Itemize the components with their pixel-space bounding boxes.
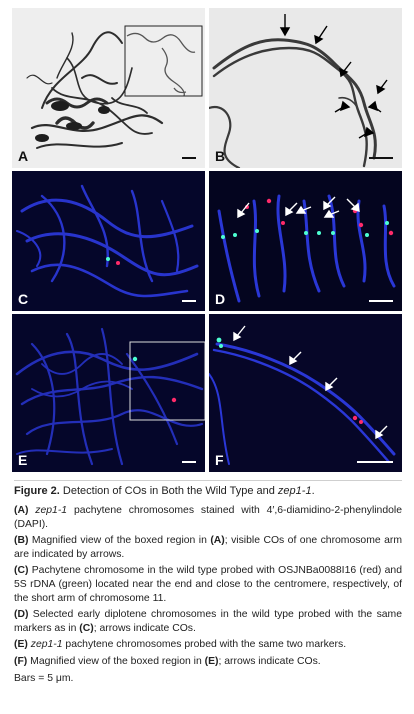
- caption-a: (A) zep1-1 pachytene chromosomes stained…: [14, 504, 402, 531]
- scale-bar-a: [182, 157, 196, 159]
- scale-bar-d: [369, 300, 393, 302]
- caption-ref: (D): [14, 609, 29, 621]
- caption-text: pachytene chromosomes probed with the sa…: [62, 639, 347, 651]
- panel-label-c: C: [18, 291, 29, 307]
- panel-a: A: [12, 8, 205, 168]
- caption-text: ; arrows indicate COs.: [93, 622, 196, 634]
- panel-b-arrows: [279, 14, 388, 139]
- panel-b-image: [209, 8, 402, 168]
- caption-ref: (B): [14, 535, 29, 547]
- scale-bar-e: [182, 461, 196, 463]
- caption-title-italic: zep1-1: [277, 485, 312, 497]
- panel-label-f: F: [215, 452, 224, 468]
- caption-figure-number: Figure 2.: [14, 485, 60, 497]
- caption-text: ; visible COs of one chromosome arm are …: [14, 535, 402, 560]
- panel-e-image: [12, 314, 205, 472]
- caption-text: Magnified view of the boxed region in: [28, 535, 211, 547]
- caption-text: Magnified view of the boxed region in: [27, 655, 205, 667]
- caption-ref: (F): [14, 655, 28, 667]
- scale-bar-c: [182, 300, 196, 302]
- scale-bar-b: [369, 157, 393, 159]
- caption-bars: Bars = 5 μm.: [14, 672, 74, 684]
- caption-ref: (E): [204, 655, 219, 667]
- caption-f: (F) Magnified view of the boxed region i…: [14, 655, 402, 669]
- caption-ref: (E): [14, 639, 28, 651]
- figure-caption: Figure 2. Detection of COs in Both the W…: [14, 484, 402, 688]
- caption-title-end: .: [311, 485, 315, 497]
- caption-ref: (C): [79, 622, 94, 634]
- caption-e: (E) zep1-1 pachytene chromosomes probed …: [14, 638, 402, 652]
- caption-d: (D) Selected early diplotene chromosomes…: [14, 608, 402, 635]
- scale-bar-f: [357, 461, 393, 463]
- panel-d: D: [209, 171, 402, 311]
- caption-ref: (A): [14, 505, 29, 516]
- caption-italic: zep1-1: [27, 639, 63, 651]
- panel-e: E: [12, 314, 205, 472]
- panel-label-d: D: [215, 291, 226, 307]
- panel-label-a: A: [18, 148, 29, 164]
- panel-b: B: [209, 8, 402, 168]
- caption-c: (C) Pachytene chromosome in the wild typ…: [14, 564, 402, 605]
- panel-label-b: B: [215, 148, 226, 164]
- caption-text: Selected early diplotene chromosomes in …: [14, 609, 402, 634]
- caption-ref: (A): [210, 535, 225, 547]
- caption-title: Figure 2. Detection of COs in Both the W…: [14, 484, 402, 498]
- panel-d-image: [209, 171, 402, 311]
- caption-text: ; arrows indicate COs.: [218, 655, 321, 667]
- panel-f: F: [209, 314, 402, 472]
- caption-italic: zep1-1: [28, 505, 68, 516]
- panel-c-image: [12, 171, 205, 311]
- caption-text: pachytene chromosomes stained with 4′,6-…: [14, 505, 402, 530]
- panel-c: C: [12, 171, 205, 311]
- caption-text: Pachytene chromosome in the wild type pr…: [14, 565, 402, 604]
- panel-label-e: E: [18, 452, 28, 468]
- panel-f-image: [209, 314, 402, 472]
- caption-divider: [14, 480, 402, 481]
- caption-ref: (C): [14, 565, 29, 577]
- figure-2: A B: [12, 8, 402, 472]
- caption-title-text: Detection of COs in Both the Wild Type a…: [59, 485, 278, 497]
- caption-b: (B) Magnified view of the boxed region i…: [14, 534, 402, 561]
- panel-a-image: [12, 8, 205, 168]
